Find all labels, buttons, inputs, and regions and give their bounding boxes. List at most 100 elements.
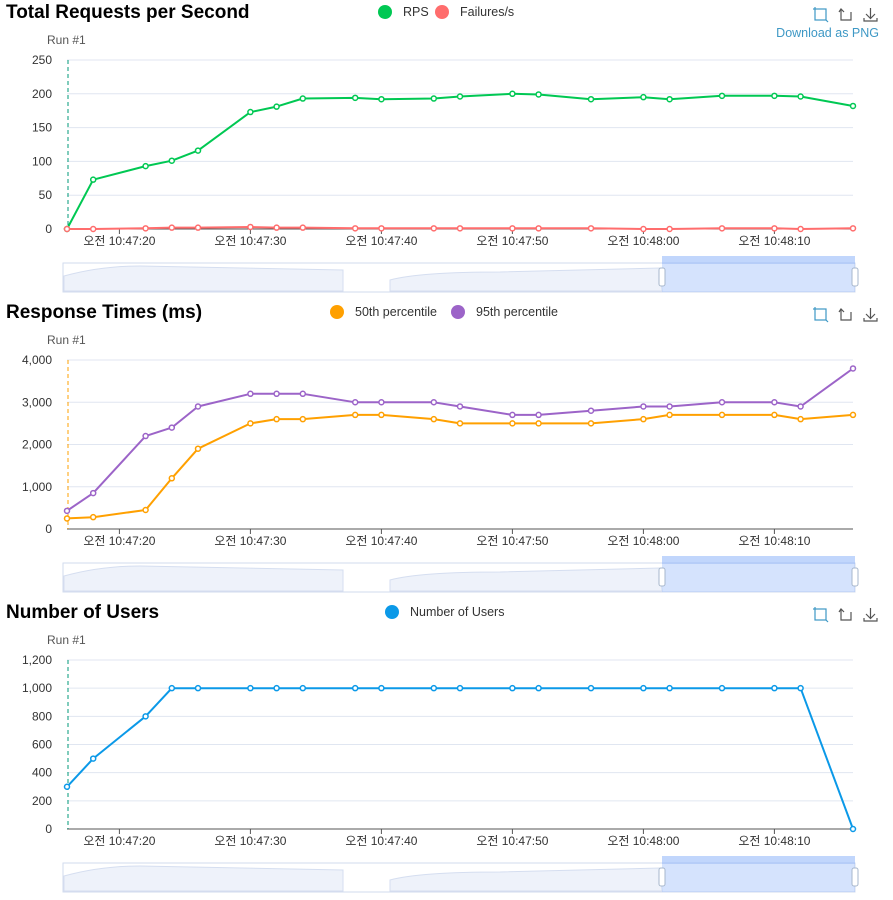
data-point[interactable] bbox=[797, 684, 804, 692]
data-point[interactable] bbox=[63, 783, 71, 790]
data-point[interactable] bbox=[299, 224, 307, 231]
zoom-selection[interactable] bbox=[662, 856, 855, 892]
data-point[interactable] bbox=[430, 684, 438, 692]
data-zoom-slider[interactable] bbox=[62, 256, 859, 293]
data-point[interactable] bbox=[273, 390, 280, 398]
data-point[interactable] bbox=[273, 103, 280, 110]
data-point[interactable] bbox=[771, 684, 778, 692]
data-point[interactable] bbox=[718, 684, 726, 692]
zoom-move-bar[interactable] bbox=[662, 256, 855, 264]
data-zoom-slider[interactable] bbox=[62, 556, 859, 593]
data-point[interactable] bbox=[640, 225, 647, 233]
data-point[interactable] bbox=[247, 390, 254, 398]
data-point[interactable] bbox=[247, 420, 254, 427]
data-point[interactable] bbox=[63, 507, 71, 515]
data-point[interactable] bbox=[587, 684, 595, 692]
zoom-handle-right[interactable] bbox=[851, 567, 859, 587]
zoom-handle-left[interactable] bbox=[658, 867, 666, 887]
restore-icon[interactable] bbox=[837, 6, 854, 23]
data-point[interactable] bbox=[299, 95, 307, 102]
data-point[interactable] bbox=[194, 684, 202, 692]
data-point[interactable] bbox=[273, 224, 280, 231]
data-point[interactable] bbox=[666, 403, 673, 410]
zoom-select-icon[interactable] bbox=[812, 606, 829, 623]
data-point[interactable] bbox=[430, 225, 438, 232]
legend-item[interactable]: 95th percentile bbox=[451, 305, 558, 319]
data-point[interactable] bbox=[718, 225, 726, 232]
data-point[interactable] bbox=[849, 411, 857, 419]
data-point[interactable] bbox=[771, 225, 778, 232]
data-point[interactable] bbox=[194, 224, 202, 231]
data-point[interactable] bbox=[142, 506, 149, 514]
data-point[interactable] bbox=[142, 713, 149, 720]
data-point[interactable] bbox=[587, 225, 595, 232]
data-point[interactable] bbox=[456, 403, 464, 410]
data-point[interactable] bbox=[509, 420, 516, 427]
data-point[interactable] bbox=[456, 225, 464, 232]
data-point[interactable] bbox=[89, 513, 97, 521]
zoom-move-bar[interactable] bbox=[662, 856, 855, 864]
data-point[interactable] bbox=[351, 684, 359, 692]
data-point[interactable] bbox=[535, 225, 542, 232]
data-point[interactable] bbox=[430, 399, 438, 406]
zoom-select-icon[interactable] bbox=[812, 6, 829, 23]
data-point[interactable] bbox=[509, 411, 516, 419]
data-point[interactable] bbox=[718, 399, 726, 406]
data-point[interactable] bbox=[194, 147, 202, 154]
data-point[interactable] bbox=[378, 95, 385, 103]
data-point[interactable] bbox=[797, 415, 804, 423]
data-point[interactable] bbox=[456, 684, 464, 692]
restore-icon[interactable] bbox=[837, 606, 854, 623]
data-point[interactable] bbox=[63, 225, 71, 233]
data-point[interactable] bbox=[378, 225, 385, 232]
data-point[interactable] bbox=[89, 225, 97, 233]
zoom-handle-right[interactable] bbox=[851, 267, 859, 287]
data-point[interactable] bbox=[640, 403, 647, 410]
data-point[interactable] bbox=[771, 399, 778, 406]
data-point[interactable] bbox=[535, 684, 542, 692]
data-point[interactable] bbox=[299, 415, 307, 423]
data-point[interactable] bbox=[666, 411, 673, 419]
data-point[interactable] bbox=[430, 415, 438, 423]
data-point[interactable] bbox=[509, 684, 516, 692]
download-icon[interactable] bbox=[862, 606, 879, 623]
data-point[interactable] bbox=[89, 176, 97, 183]
zoom-move-bar[interactable] bbox=[662, 556, 855, 564]
data-point[interactable] bbox=[63, 515, 71, 522]
legend-item[interactable]: Failures/s bbox=[435, 5, 514, 19]
data-point[interactable] bbox=[168, 684, 176, 692]
data-point[interactable] bbox=[587, 95, 595, 103]
data-point[interactable] bbox=[194, 445, 202, 452]
data-point[interactable] bbox=[168, 157, 176, 164]
data-point[interactable] bbox=[89, 489, 97, 497]
data-point[interactable] bbox=[456, 93, 464, 100]
data-point[interactable] bbox=[247, 223, 254, 231]
data-point[interactable] bbox=[351, 94, 359, 102]
data-point[interactable] bbox=[378, 399, 385, 406]
data-point[interactable] bbox=[797, 225, 804, 233]
data-point[interactable] bbox=[666, 225, 673, 233]
data-point[interactable] bbox=[666, 95, 673, 103]
data-zoom-slider[interactable] bbox=[62, 856, 859, 893]
download-icon[interactable] bbox=[862, 6, 879, 23]
data-point[interactable] bbox=[351, 225, 359, 232]
data-point[interactable] bbox=[168, 424, 176, 431]
data-point[interactable] bbox=[89, 755, 97, 762]
data-point[interactable] bbox=[142, 225, 149, 232]
data-point[interactable] bbox=[142, 432, 149, 440]
data-point[interactable] bbox=[247, 684, 254, 692]
data-point[interactable] bbox=[456, 420, 464, 427]
data-point[interactable] bbox=[666, 684, 673, 692]
legend-item[interactable]: Number of Users bbox=[385, 605, 504, 619]
data-point[interactable] bbox=[849, 102, 857, 110]
restore-icon[interactable] bbox=[837, 306, 854, 323]
data-point[interactable] bbox=[168, 475, 176, 482]
data-point[interactable] bbox=[509, 90, 516, 98]
data-point[interactable] bbox=[587, 420, 595, 427]
data-point[interactable] bbox=[351, 411, 359, 419]
data-point[interactable] bbox=[718, 92, 726, 100]
data-point[interactable] bbox=[640, 93, 647, 101]
data-point[interactable] bbox=[535, 411, 542, 419]
data-point[interactable] bbox=[771, 411, 778, 419]
data-point[interactable] bbox=[535, 91, 542, 98]
